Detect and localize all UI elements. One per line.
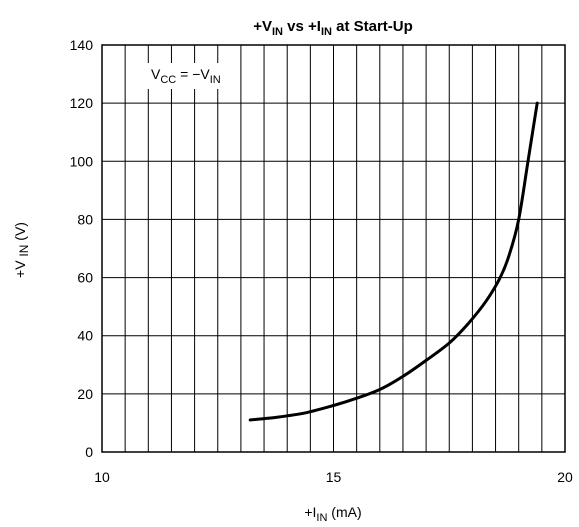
x-tick-label: 15 — [326, 469, 342, 485]
y-tick-label: 40 — [77, 328, 93, 344]
chart-title: +VIN vs +IIN at Start-Up — [253, 18, 413, 38]
x-tick-label: 10 — [94, 469, 110, 485]
y-tick-label: 20 — [77, 386, 93, 402]
plot-frame — [101, 44, 566, 453]
y-tick-label: 0 — [85, 444, 93, 460]
y-tick-label: 100 — [70, 153, 94, 169]
y-tick-label: 120 — [70, 95, 94, 111]
series-layer — [248, 101, 539, 422]
annotation-box: VCC = −VIN — [147, 63, 225, 89]
series-line — [248, 101, 539, 422]
grid — [102, 45, 565, 452]
x-tick-label: 20 — [557, 469, 573, 485]
x-axis-label: +IIN (mA) — [304, 504, 361, 524]
annotation-background — [147, 63, 225, 89]
y-tick-label: 140 — [70, 37, 94, 53]
tick-labels: 10 15 20 0 20 40 60 80 100 120 140 — [70, 37, 573, 485]
y-tick-label: 80 — [77, 211, 93, 227]
y-axis-label: +V IN (V) — [12, 222, 31, 278]
annotation-vcc: VCC = −VIN — [151, 66, 221, 86]
y-tick-label: 60 — [77, 270, 93, 286]
